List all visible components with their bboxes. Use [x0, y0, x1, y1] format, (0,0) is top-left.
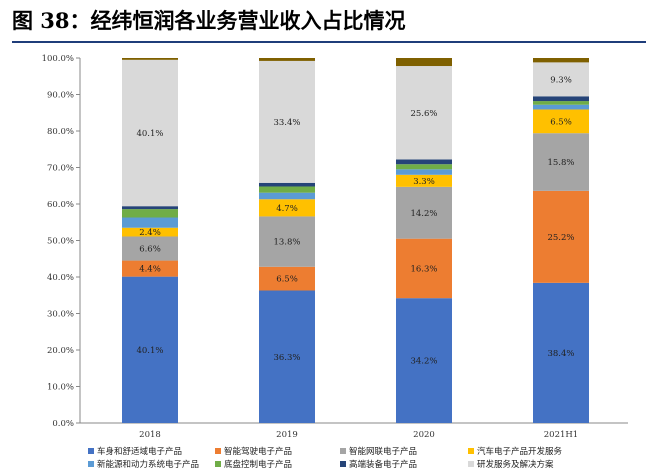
bar-segment: [259, 182, 315, 187]
legend-label: 新能源和动力系统电子产品: [97, 459, 199, 470]
bar-segment: [396, 174, 452, 187]
y-tick-label: 40.0%: [47, 273, 74, 283]
x-axis-labels: 2018 2019 2020 2021H1: [139, 430, 578, 440]
figure-title: 图 38：经纬恒润各业务营业收入占比情况: [12, 8, 406, 33]
bar-segment: [396, 159, 452, 165]
data-label: 9.3%: [550, 75, 572, 85]
data-label: 4.7%: [276, 204, 298, 214]
legend: 车身和舒适域电子产品 智能驾驶电子产品 智能网联电子产品 汽车电子产品开发服务新能源和…: [88, 446, 563, 470]
bar-segment: [396, 164, 452, 170]
bar-segment: [533, 101, 589, 105]
data-label: 6.5%: [276, 275, 298, 285]
legend-swatch: [88, 461, 94, 467]
y-tick-label: 100.0%: [42, 54, 74, 64]
bar-segment: [396, 238, 452, 299]
bar-segment: [396, 169, 452, 175]
bar-segment: [122, 209, 178, 218]
bar-segment: [259, 290, 315, 423]
data-label: 4.4%: [139, 265, 161, 275]
legend-label: 底盘控制电子产品: [224, 459, 292, 470]
legend-swatch: [468, 448, 474, 454]
legend-label: 车身和舒适域电子产品: [97, 446, 182, 457]
legend-label: 汽车电子产品开发服务: [477, 446, 563, 457]
legend-swatch: [340, 461, 346, 467]
bar-segment: [122, 59, 178, 207]
data-label: 25.6%: [410, 109, 437, 119]
bar-segment: [122, 236, 178, 261]
data-label: 34.2%: [410, 357, 437, 367]
y-tick-label: 90.0%: [47, 91, 74, 101]
bar-segment: [259, 216, 315, 267]
bar-segment: [259, 192, 315, 200]
y-tick-label: 80.0%: [47, 127, 74, 137]
bar-segment: [396, 58, 452, 67]
bar-segment: [533, 109, 589, 134]
data-label: 13.8%: [273, 238, 300, 248]
bars: 40.1% 4.4% 6.6% 2.4% 40.1% 36.3% 6.5% 13.8% 4.7%…: [122, 58, 589, 423]
legend-swatch: [340, 448, 346, 454]
bar-segment: [259, 199, 315, 217]
title-underline: [12, 41, 646, 43]
data-label: 3.3%: [413, 177, 435, 187]
bar-segment: [533, 96, 589, 102]
y-tick-label: 70.0%: [47, 164, 74, 174]
x-tick-label: 2020: [413, 430, 435, 440]
data-label: 15.8%: [547, 158, 574, 168]
legend-label: 智能网联电子产品: [349, 446, 417, 457]
bar-segment: [533, 104, 589, 110]
x-tick-label: 2021H1: [544, 430, 578, 440]
data-label: 40.1%: [136, 129, 163, 139]
y-tick-label: 60.0%: [47, 200, 74, 210]
bar-segment: [122, 227, 178, 237]
data-label: 14.2%: [410, 209, 437, 219]
bar-segment: [122, 206, 178, 210]
bar-segment: [533, 133, 589, 191]
legend-swatch: [215, 461, 221, 467]
bar-segment: [259, 186, 315, 193]
bar-segment: [533, 62, 589, 97]
data-label: 16.3%: [410, 264, 437, 274]
bar-segment: [396, 186, 452, 239]
data-label: 33.4%: [273, 118, 300, 128]
bar-segment: [259, 60, 315, 183]
legend-swatch: [215, 448, 221, 454]
bar-segment: [122, 58, 178, 60]
data-label: 6.6%: [139, 245, 161, 255]
legend-swatch: [468, 461, 474, 467]
bar-segment: [122, 276, 178, 423]
bar-segment: [533, 190, 589, 283]
data-label: 6.5%: [550, 117, 572, 127]
legend-label: 智能驾驶电子产品: [224, 446, 292, 457]
bar-segment: [533, 282, 589, 423]
legend-label: 高端装备电子产品: [349, 459, 417, 470]
bar-segment: [533, 58, 589, 63]
bar-segment: [259, 266, 315, 291]
data-label: 38.4%: [547, 349, 574, 359]
y-tick-label: 30.0%: [47, 310, 74, 320]
y-tick-label: 0.0%: [52, 419, 74, 429]
x-tick-label: 2019: [276, 430, 298, 440]
bar-segment: [259, 58, 315, 61]
y-tick-label: 10.0%: [47, 383, 74, 393]
bar-segment: [122, 260, 178, 277]
bar-segment: [122, 217, 178, 228]
data-label: 40.1%: [136, 346, 163, 356]
bar-segment: [396, 66, 452, 160]
x-tick-label: 2018: [139, 430, 161, 440]
y-tick-label: 20.0%: [47, 346, 74, 356]
data-label: 36.3%: [273, 353, 300, 363]
legend-swatch: [88, 448, 94, 454]
y-tick-label: 50.0%: [47, 237, 74, 247]
legend-label: 研发服务及解决方案: [477, 459, 554, 470]
data-label: 2.4%: [139, 228, 161, 238]
bar-segment: [396, 298, 452, 423]
data-label: 25.2%: [547, 233, 574, 243]
